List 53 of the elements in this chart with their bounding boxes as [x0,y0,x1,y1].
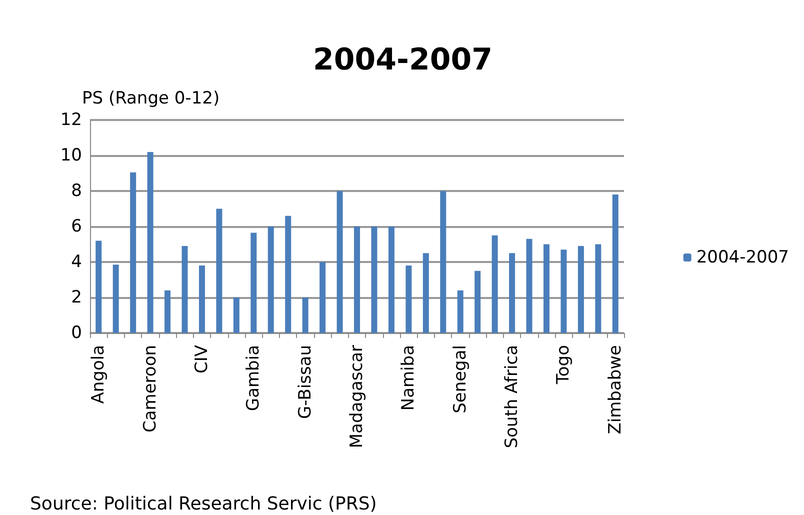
bar [250,232,257,333]
bar [578,246,584,333]
bar [595,244,602,333]
bar [526,238,532,333]
legend-label: 2004-2007 [696,248,790,268]
x-tick-label: Angola [88,345,109,404]
bar [492,235,498,333]
bar [320,262,326,333]
x-tick-label: Madagascar [347,345,367,448]
bar [509,253,516,333]
x-tick-label: CIV [192,344,212,374]
y-tick-label: 6 [71,216,82,236]
bar [182,246,188,333]
chart-title: 2004-2007 [313,42,492,78]
bar [147,152,154,333]
bar [96,240,102,333]
bar [457,290,464,333]
x-tick-label: Namiba [398,345,419,411]
bar [285,216,292,333]
y-tick-label: 2 [71,288,82,308]
bar [130,172,136,333]
x-tick-label: Zimbabwe [605,345,626,434]
x-tick-label: G-Bissau [295,345,316,419]
y-axis-title: PS (Range 0-12) [82,88,220,108]
x-tick-label: Gambia [244,345,264,412]
bar [233,298,240,333]
x-tick-label: Senegal [450,345,470,414]
bar [336,191,343,333]
y-tick-label: 4 [71,252,82,272]
x-tick-label: Togo [554,345,574,386]
bar [198,266,205,333]
x-tick-label: South Africa [502,345,522,448]
bar [474,270,481,333]
y-tick-label: 8 [71,181,82,201]
bar [612,194,618,333]
bar [371,226,378,333]
bar [560,250,567,333]
bar [388,226,394,333]
bar [216,208,222,333]
bar [354,226,360,333]
bar [302,298,308,333]
bar [268,226,274,333]
bar [164,290,171,333]
bar [112,264,119,333]
x-tick-label: Cameroon [140,345,160,432]
bar [440,191,446,333]
source-note: Source: Political Research Servic (PRS) [30,494,377,514]
y-tick-label: 10 [60,146,82,166]
y-tick-label: 0 [71,323,82,343]
y-tick-label: 12 [60,110,82,130]
bar [406,266,412,333]
bar [422,253,429,333]
bar [543,244,550,333]
